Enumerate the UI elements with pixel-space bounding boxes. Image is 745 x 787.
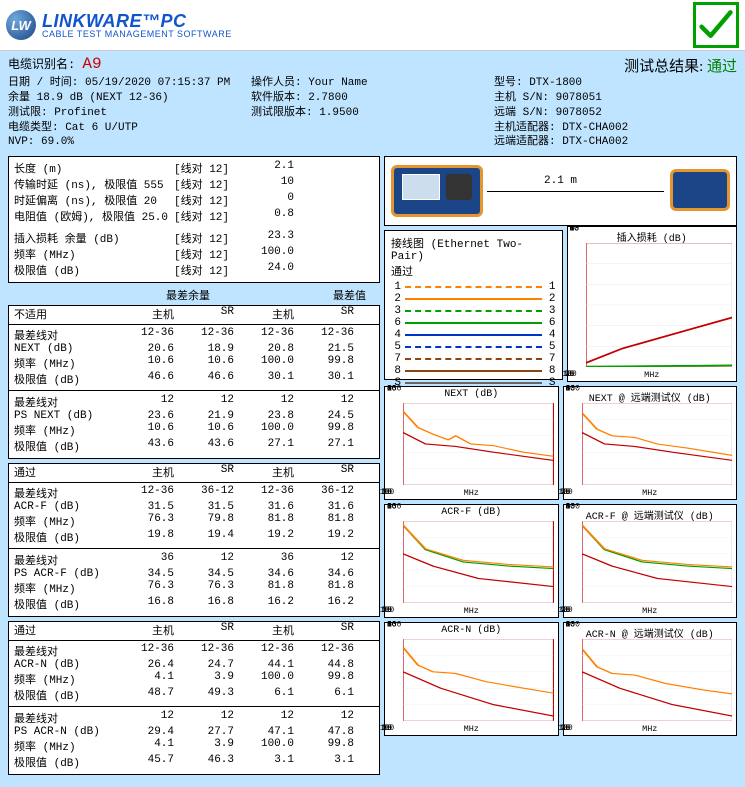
measure-row: 电阻值 (欧姆), 极限值 25.0[线对 12]0.8 — [14, 208, 374, 224]
table-row: NEXT (dB)20.618.920.821.5 — [14, 343, 374, 355]
info-line: 余量 18.9 dB (NEXT 12-36) — [8, 91, 251, 106]
graph-acrf-remote: ACR-F @ 远端测试仪 (dB)0204060801000255075100… — [563, 504, 738, 618]
graph-title: ACR-N (dB) — [385, 625, 558, 636]
logo-subtitle: CABLE TEST MANAGEMENT SOFTWARE — [42, 29, 232, 39]
info-line: 型号: DTX-1800 — [494, 76, 737, 91]
info-line: 电缆类型: Cat 6 U/UTP — [8, 121, 251, 136]
acrn-table: 通过主机SR主机SR最差线对12-3612-3612-3612-36ACR-N … — [8, 621, 380, 775]
tester-icon — [391, 165, 483, 217]
measure-row: 频率 (MHz)[线对 12]100.0 — [14, 246, 374, 262]
wire-pair: 33 — [391, 305, 556, 317]
table-row: 极限值 (dB)48.749.36.16.1 — [14, 687, 374, 703]
info-line: 远端适配器: DTX-CHA002 — [494, 135, 737, 150]
graph-next: NEXT (dB)0204060801000255075100MHz — [384, 386, 559, 500]
table-row: 最差线对12-3612-3612-3612-36 — [14, 643, 374, 659]
graph-acrn-remote: ACR-N @ 远端测试仪 (dB)0204060801000255075100… — [563, 622, 738, 736]
table-row: 极限值 (dB)16.816.816.216.2 — [14, 596, 374, 612]
graph-insertion-loss: 插入损耗 (dB)01020304050600255075100MHz — [567, 226, 738, 382]
cable-id-label: 电缆识别名: — [8, 58, 75, 72]
info-line: 主机适配器: DTX-CHA002 — [494, 121, 737, 136]
x-axis-label: MHz — [564, 488, 737, 498]
acrf-table: 通过主机SR主机SR最差线对12-3636-1212-3636-12ACR-F … — [8, 463, 380, 617]
remote-icon — [670, 169, 730, 211]
table-row: 极限值 (dB)45.746.33.13.1 — [14, 754, 374, 770]
table-row: 频率 (MHz)4.13.9100.099.8 — [14, 671, 374, 687]
x-axis-label: MHz — [385, 488, 558, 498]
wire-pair: 22 — [391, 293, 556, 305]
info-line: NVP: 69.0% — [8, 135, 251, 150]
measurements-box: 长度 (m)[线对 12]2.1传输时延 (ns), 极限值 555[线对 12… — [8, 156, 380, 283]
info-left: 日期 / 时间: 05/19/2020 07:15:37 PM余量 18.9 d… — [8, 76, 251, 150]
graph-next-remote: NEXT @ 远端测试仪 (dB)0204060801000255075100M… — [563, 386, 738, 500]
wire-pair: 44 — [391, 329, 556, 341]
table-row: 最差线对12121212 — [14, 710, 374, 726]
table-row: 频率 (MHz)10.610.6100.099.8 — [14, 422, 374, 438]
measure-row: 长度 (m)[线对 12]2.1 — [14, 160, 374, 176]
table-row: PS ACR-F (dB)34.534.534.634.6 — [14, 568, 374, 580]
pass-check-icon — [693, 2, 739, 48]
info-line: 软件版本: 2.7800 — [251, 91, 494, 106]
logo: LW LINKWARE™PC CABLE TEST MANAGEMENT SOF… — [6, 10, 232, 40]
table-row: ACR-F (dB)31.531.531.631.6 — [14, 501, 374, 513]
info-line: 远端 S/N: 9078052 — [494, 106, 737, 121]
table-row: 频率 (MHz)4.13.9100.099.8 — [14, 738, 374, 754]
table-row: ACR-N (dB)26.424.744.144.8 — [14, 659, 374, 671]
worst-header: 最差余量最差值 — [8, 287, 380, 303]
wire-pair: 88 — [391, 365, 556, 377]
measure-row: 时延偏离 (ns), 极限值 20[线对 12]0 — [14, 192, 374, 208]
table-row: 最差线对12-3612-3612-3612-36 — [14, 327, 374, 343]
table-row: 频率 (MHz)10.610.6100.099.8 — [14, 355, 374, 371]
next-table: 不适用主机SR主机SR最差线对12-3612-3612-3612-36NEXT … — [8, 305, 380, 459]
graph-acrn: ACR-N (dB)0204060801000255075100MHz — [384, 622, 559, 736]
table-row: 极限值 (dB)19.819.419.219.2 — [14, 529, 374, 545]
result-value: 通过 — [707, 59, 737, 75]
x-axis-label: MHz — [385, 724, 558, 734]
result-label: 测试总结果: — [624, 59, 703, 75]
table-row: 极限值 (dB)46.646.630.130.1 — [14, 371, 374, 387]
x-axis-label: MHz — [568, 370, 737, 380]
table-row: 最差线对36123612 — [14, 552, 374, 568]
graph-title: NEXT (dB) — [385, 389, 558, 400]
table-row: PS NEXT (dB)23.621.923.824.5 — [14, 410, 374, 422]
wire-pair: 77 — [391, 353, 556, 365]
wire-pair: 66 — [391, 317, 556, 329]
cable-length: 2.1 m — [544, 175, 577, 187]
wire-pair: 55 — [391, 341, 556, 353]
info-columns: 日期 / 时间: 05/19/2020 07:15:37 PM余量 18.9 d… — [8, 76, 737, 150]
table-row: 最差线对12121212 — [14, 394, 374, 410]
cable-id: A9 — [82, 55, 101, 73]
x-axis-label: MHz — [385, 606, 558, 616]
measure-row: 传输时延 (ns), 极限值 555[线对 12]10 — [14, 176, 374, 192]
measure-row: 插入损耗 余量 (dB)[线对 12]23.3 — [14, 230, 374, 246]
graph-acrf: ACR-F (dB)0204060801000255075100MHz — [384, 504, 559, 618]
info-mid: 操作人员: Your Name软件版本: 2.7800测试限版本: 1.9500 — [251, 76, 494, 150]
wiremap: 接线图 (Ethernet Two-Pair)通过 11223366445577… — [384, 230, 563, 380]
measure-row: 极限值 (dB)[线对 12]24.0 — [14, 262, 374, 278]
info-line: 测试限版本: 1.9500 — [251, 106, 494, 121]
x-axis-label: MHz — [564, 606, 737, 616]
table-row: 最差线对12-3636-1212-3636-12 — [14, 485, 374, 501]
cable-line — [487, 191, 664, 192]
info-line: 主机 S/N: 9078051 — [494, 91, 737, 106]
x-axis-label: MHz — [564, 724, 737, 734]
connection-diagram: 2.1 m — [384, 156, 737, 226]
logo-circle: LW — [6, 10, 36, 40]
top-bar: LW LINKWARE™PC CABLE TEST MANAGEMENT SOF… — [0, 0, 745, 51]
report-body: 电缆识别名: A9 测试总结果: 通过 日期 / 时间: 05/19/2020 … — [0, 51, 745, 787]
table-row: PS ACR-N (dB)29.427.747.147.8 — [14, 726, 374, 738]
info-right: 型号: DTX-1800主机 S/N: 9078051远端 S/N: 90780… — [494, 76, 737, 150]
table-row: 频率 (MHz)76.379.881.881.8 — [14, 513, 374, 529]
table-row: 极限值 (dB)43.643.627.127.1 — [14, 438, 374, 454]
table-row: 频率 (MHz)76.376.381.881.8 — [14, 580, 374, 596]
wire-pair: 11 — [391, 281, 556, 293]
graph-title: ACR-F (dB) — [385, 507, 558, 518]
info-line: 操作人员: Your Name — [251, 76, 494, 91]
info-line: 日期 / 时间: 05/19/2020 07:15:37 PM — [8, 76, 251, 91]
info-line: 测试限: Profinet — [8, 106, 251, 121]
